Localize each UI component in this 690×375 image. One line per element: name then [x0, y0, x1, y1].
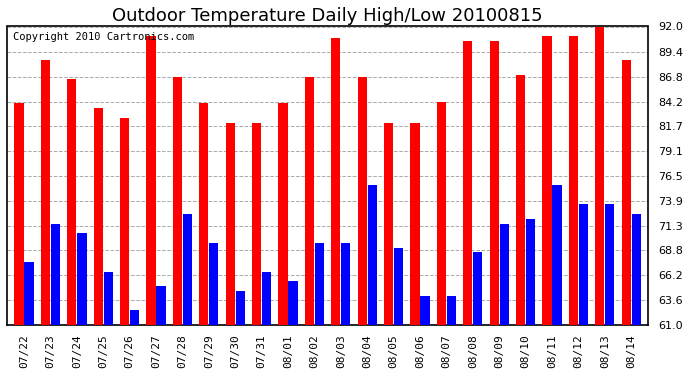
Bar	[516, 75, 525, 325]
Bar	[437, 102, 446, 325]
Bar	[236, 291, 245, 325]
Bar	[569, 36, 578, 325]
Bar	[209, 243, 219, 325]
Bar	[252, 123, 262, 325]
Bar	[104, 272, 113, 325]
Bar	[342, 243, 351, 325]
Bar	[157, 286, 166, 325]
Bar	[605, 204, 614, 325]
Bar	[226, 123, 235, 325]
Bar	[631, 214, 641, 325]
Bar	[357, 76, 367, 325]
Bar	[368, 185, 377, 325]
Bar	[553, 185, 562, 325]
Bar	[172, 76, 182, 325]
Bar	[595, 27, 604, 325]
Bar	[288, 281, 297, 325]
Bar	[278, 104, 288, 325]
Bar	[384, 123, 393, 325]
Bar	[94, 108, 103, 325]
Bar	[67, 80, 77, 325]
Bar	[526, 219, 535, 325]
Bar	[579, 204, 588, 325]
Title: Outdoor Temperature Daily High/Low 20100815: Outdoor Temperature Daily High/Low 20100…	[112, 7, 543, 25]
Bar	[463, 41, 473, 325]
Bar	[199, 104, 208, 325]
Bar	[500, 224, 509, 325]
Bar	[305, 76, 314, 325]
Bar	[130, 310, 139, 325]
Bar	[262, 272, 271, 325]
Bar	[542, 36, 551, 325]
Bar	[77, 233, 86, 325]
Bar	[25, 262, 34, 325]
Bar	[447, 296, 456, 325]
Bar	[14, 104, 23, 325]
Bar	[622, 60, 631, 325]
Bar	[120, 118, 129, 325]
Bar	[331, 38, 340, 325]
Bar	[41, 60, 50, 325]
Bar	[420, 296, 430, 325]
Bar	[490, 41, 499, 325]
Text: Copyright 2010 Cartronics.com: Copyright 2010 Cartronics.com	[13, 33, 195, 42]
Bar	[473, 252, 482, 325]
Bar	[411, 123, 420, 325]
Bar	[315, 243, 324, 325]
Bar	[394, 248, 403, 325]
Bar	[183, 214, 192, 325]
Bar	[51, 224, 60, 325]
Bar	[146, 36, 156, 325]
